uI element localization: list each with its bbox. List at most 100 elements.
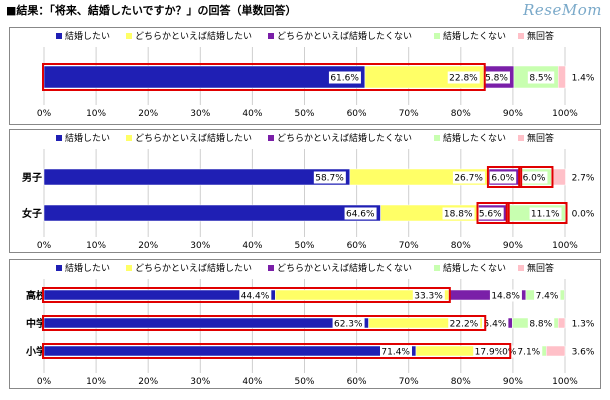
legend-swatch (518, 265, 524, 271)
highlight-box (42, 315, 487, 331)
data-label-bg (483, 71, 510, 84)
data-label: 11.1% (531, 210, 560, 220)
data-label-bg (569, 345, 597, 358)
bar-segment (551, 168, 566, 186)
legend-swatch (56, 265, 62, 271)
legend-label: どちらかといえば結婚したい (135, 262, 252, 274)
bar-segment (43, 317, 369, 329)
data-label: 1.3% (572, 320, 595, 330)
highlight-box (486, 166, 523, 188)
highlight-box (518, 166, 554, 188)
data-label-bg (452, 171, 485, 184)
data-label: 6.0% (491, 174, 514, 184)
data-label-bg (313, 171, 346, 184)
data-label: 22.8% (449, 74, 478, 84)
legend-swatch (126, 33, 132, 39)
data-label: 22.2% (450, 320, 479, 330)
overall-chart: 結婚したい どちらかといえば結婚したい どちらかといえば結婚したくない 結婚したくない… (37, 30, 597, 119)
data-label-bg (239, 289, 272, 302)
data-label-bg (489, 171, 517, 184)
highlight-box (42, 343, 512, 359)
bar-segment (557, 65, 566, 89)
legend-swatch (518, 33, 524, 39)
data-label: 17.9% (475, 348, 504, 358)
legend-swatch (56, 33, 62, 39)
bar-segment (43, 204, 381, 222)
data-label: 6.0% (523, 174, 546, 184)
data-label: 61.6% (330, 74, 359, 84)
x-tick-label: 40% (242, 241, 262, 251)
data-label-bg (332, 317, 365, 330)
data-label: 5.8% (485, 74, 508, 84)
legend-label: 結婚したくない (443, 30, 506, 42)
x-tick-label: 0% (37, 241, 52, 251)
legend-swatch (56, 135, 62, 141)
legend-swatch (126, 135, 132, 141)
data-label-bg (569, 207, 597, 220)
bar-segment (557, 317, 566, 329)
x-tick-label: 80% (451, 377, 471, 387)
legend-label: どちらかといえば結婚したい (135, 30, 252, 42)
x-tick-label: 30% (190, 109, 210, 119)
data-label: 7.4% (536, 292, 559, 302)
x-tick-label: 50% (294, 241, 314, 251)
legend-label: 結婚したい (65, 262, 110, 274)
data-label: 2.7% (572, 174, 595, 184)
data-label: 1.4% (572, 74, 595, 84)
x-tick-label: 60% (347, 241, 367, 251)
legend-swatch (434, 265, 440, 271)
x-tick-label: 10% (86, 241, 106, 251)
highlight-box (505, 202, 568, 224)
x-tick-label: 50% (294, 109, 314, 119)
data-label: 26.7% (454, 174, 483, 184)
data-label-bg (521, 171, 548, 184)
legend-label: どちらかといえば結婚したくない (277, 30, 412, 42)
data-label: 44.4% (241, 292, 270, 302)
data-label-bg (527, 71, 555, 84)
x-tick-label: 20% (138, 109, 158, 119)
legend-label: 無回答 (527, 262, 554, 274)
data-label-bg (569, 171, 597, 184)
highlight-box (42, 63, 486, 91)
x-tick-label: 100% (552, 241, 578, 251)
data-label-bg (448, 317, 481, 330)
data-label: 14.8% (491, 292, 520, 302)
x-tick-label: 10% (86, 377, 106, 387)
data-label: 3.6% (572, 348, 595, 358)
x-tick-label: 80% (451, 109, 471, 119)
x-tick-label: 50% (294, 377, 314, 387)
data-label-bg (442, 207, 475, 220)
data-label-bg (481, 317, 509, 330)
x-tick-label: 30% (190, 377, 210, 387)
data-label: 7.1% (517, 348, 540, 358)
highlight-box (476, 202, 510, 224)
legend-swatch (126, 265, 132, 271)
data-label: 62.3% (334, 320, 363, 330)
bar-segment (43, 168, 351, 186)
x-tick-label: 90% (503, 241, 523, 251)
data-label-bg (477, 207, 504, 220)
legend-label: 結婚したい (65, 30, 110, 42)
x-tick-label: 40% (242, 377, 262, 387)
x-tick-label: 90% (503, 109, 523, 119)
x-tick-label: 0% (37, 109, 52, 119)
legend-swatch (268, 265, 274, 271)
legend-swatch (268, 33, 274, 39)
legend-swatch (434, 135, 440, 141)
data-label: 71.4% (381, 348, 410, 358)
x-tick-label: 40% (242, 109, 262, 119)
x-tick-label: 70% (399, 241, 419, 251)
data-label: 58.7% (315, 174, 344, 184)
chart-panel-gender: 結婚したい どちらかといえば結婚したい どちらかといえば結婚したくない 結婚したくない… (9, 129, 601, 253)
data-label: 18.8% (444, 210, 473, 220)
legend-swatch (518, 135, 524, 141)
data-label: 33.3% (414, 292, 443, 302)
chart-panel-overall: 結婚したい どちらかといえば結婚したい どちらかといえば結婚したくない 結婚したくない… (9, 27, 601, 125)
data-label-bg (344, 207, 377, 220)
category-label: 女子 (22, 207, 42, 220)
data-label: 5.6% (479, 210, 502, 220)
data-label: 5.4% (484, 320, 507, 330)
data-label-bg (412, 289, 445, 302)
data-label-bg (379, 345, 412, 358)
bar-segment (43, 65, 366, 89)
